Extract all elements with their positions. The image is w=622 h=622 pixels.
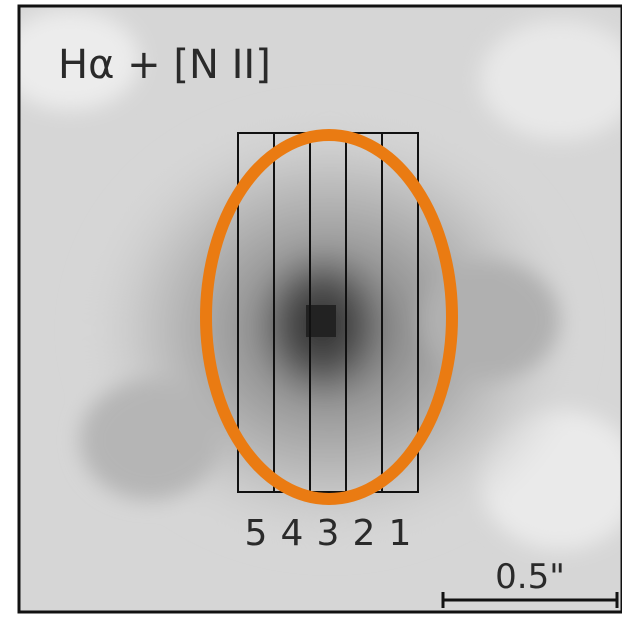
- astronomy-image: Hα + [N II] 0.5" 54321: [0, 0, 622, 618]
- slit-label: 3: [317, 513, 340, 554]
- scale-label: 0.5": [495, 557, 565, 597]
- page: Hα + [N II] 0.5" 54321 (() => { const da…: [0, 0, 622, 618]
- slit-label: 4: [281, 513, 304, 554]
- slit-label: 5: [245, 513, 268, 554]
- slit-label: 1: [389, 513, 412, 554]
- image-title: Hα + [N II]: [58, 42, 271, 88]
- slit-label: 2: [353, 513, 376, 554]
